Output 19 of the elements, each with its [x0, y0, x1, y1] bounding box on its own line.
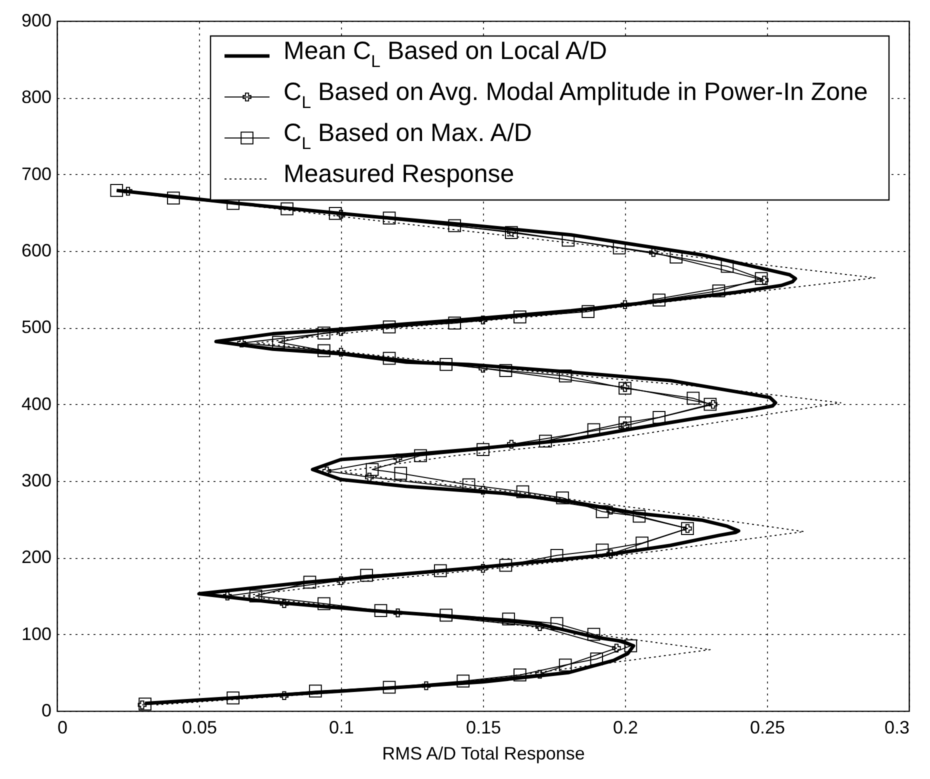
y-tick-label: 100	[21, 624, 52, 644]
x-axis-title: RMS A/D Total Response	[382, 744, 585, 764]
x-tick-label: 0.15	[466, 718, 502, 738]
x-tick-label: 0.1	[328, 718, 354, 738]
y-tick-label: 800	[21, 87, 52, 108]
y-tick-label: 700	[21, 164, 52, 184]
y-tick-label: 0	[41, 700, 52, 720]
y-tick-label: 900	[21, 10, 52, 30]
x-tick-label: 0.2	[612, 718, 638, 738]
y-tick-label: 400	[21, 394, 52, 414]
y-tick-label: 200	[21, 547, 52, 568]
x-tick-label: 0.25	[750, 718, 786, 738]
y-tick-label: 300	[21, 470, 52, 490]
x-tick-label: 0.3	[884, 718, 910, 738]
x-tick-label: 0.05	[182, 718, 218, 738]
legend-label: Measured Response	[284, 160, 514, 188]
y-tick-label: 500	[21, 317, 52, 338]
y-tick-label: 600	[21, 240, 52, 260]
x-tick-label: 0	[58, 718, 68, 738]
